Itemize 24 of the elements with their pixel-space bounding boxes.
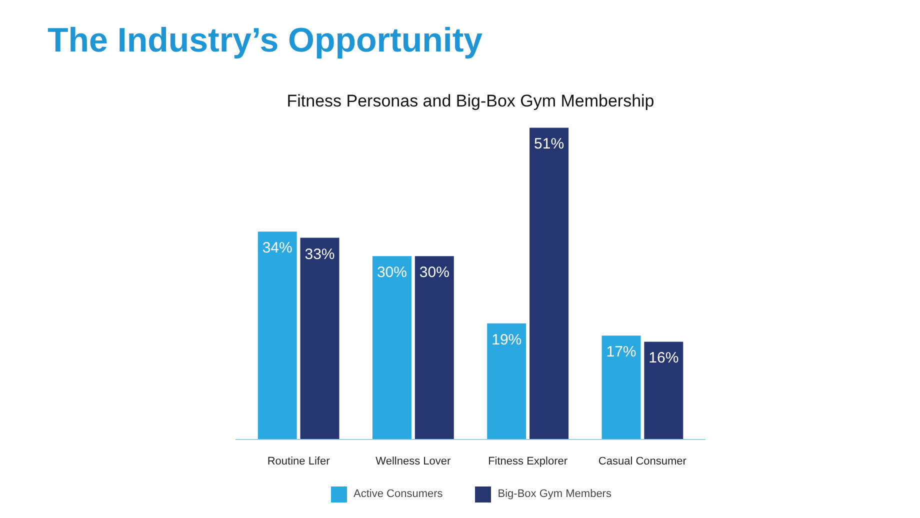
data-label: 33%: [304, 246, 335, 263]
bar: [644, 342, 684, 440]
data-label: 30%: [419, 264, 450, 282]
data-label: 19%: [492, 331, 522, 348]
bar: [487, 323, 526, 440]
bar: [530, 128, 569, 440]
bar: [372, 256, 412, 440]
chart-subtitle: Fitness Personas and Big-Box Gym Membership: [286, 92, 654, 110]
legend-label: Big-Box Gym Members: [498, 488, 612, 500]
data-label: 16%: [648, 350, 679, 367]
x-tick-label: Routine Lifer: [267, 456, 330, 468]
bar: [414, 256, 454, 440]
chart-title: The Industry’s Opportunity: [48, 22, 483, 60]
data-label: 17%: [606, 344, 636, 361]
x-tick-label: Casual Consumer: [598, 456, 687, 468]
legend-label: Active Consumers: [354, 488, 443, 500]
x-tick-label: Fitness Explorer: [488, 456, 568, 468]
data-label: 30%: [376, 264, 407, 282]
data-label: 51%: [534, 136, 564, 153]
bar: [258, 232, 297, 440]
x-tick-label: Wellness Lover: [376, 456, 452, 468]
data-label: 34%: [262, 240, 292, 257]
bar: [602, 336, 641, 440]
bar: [300, 238, 340, 440]
